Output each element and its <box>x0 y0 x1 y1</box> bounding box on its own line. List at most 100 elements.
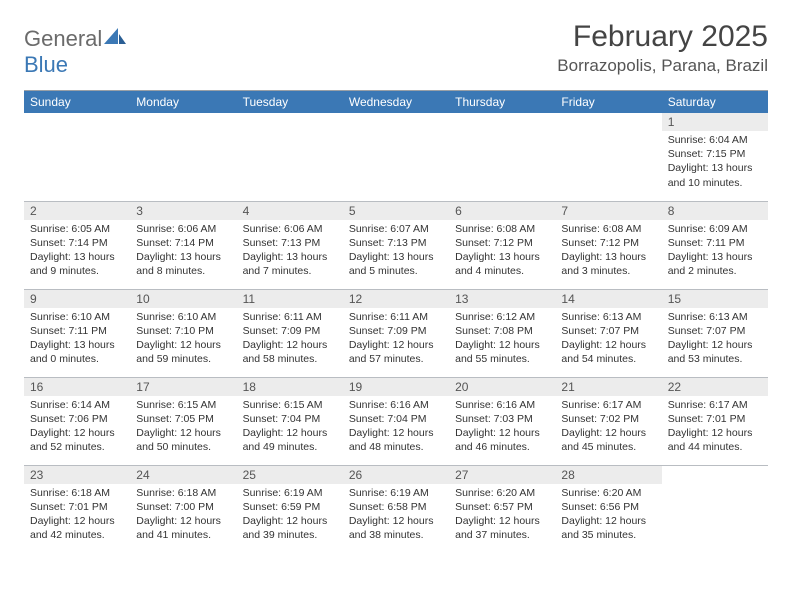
brand-text: GeneralBlue <box>24 26 126 78</box>
daylight-text-2: and 9 minutes. <box>30 264 124 278</box>
daylight-text-1: Daylight: 12 hours <box>243 426 337 440</box>
day-details: Sunrise: 6:06 AMSunset: 7:13 PMDaylight:… <box>237 220 343 283</box>
day-details: Sunrise: 6:14 AMSunset: 7:06 PMDaylight:… <box>24 396 130 459</box>
daylight-text-1: Daylight: 12 hours <box>243 338 337 352</box>
day-details: Sunrise: 6:18 AMSunset: 7:01 PMDaylight:… <box>24 484 130 547</box>
sunset-text: Sunset: 7:09 PM <box>243 324 337 338</box>
day-number: 21 <box>555 378 661 396</box>
day-details: Sunrise: 6:19 AMSunset: 6:59 PMDaylight:… <box>237 484 343 547</box>
sunrise-text: Sunrise: 6:18 AM <box>136 486 230 500</box>
daylight-text-2: and 39 minutes. <box>243 528 337 542</box>
day-number: 16 <box>24 378 130 396</box>
day-number: 27 <box>449 466 555 484</box>
day-details: Sunrise: 6:16 AMSunset: 7:04 PMDaylight:… <box>343 396 449 459</box>
daylight-text-1: Daylight: 12 hours <box>455 338 549 352</box>
calendar-week: 16Sunrise: 6:14 AMSunset: 7:06 PMDayligh… <box>24 377 768 465</box>
sunset-text: Sunset: 6:59 PM <box>243 500 337 514</box>
sunset-text: Sunset: 7:00 PM <box>136 500 230 514</box>
calendar-day: 11 Sunrise: 6:11 AMSunset: 7:09 PMDayligh… <box>237 289 343 377</box>
day-number: 17 <box>130 378 236 396</box>
day-details: Sunrise: 6:06 AMSunset: 7:14 PMDaylight:… <box>130 220 236 283</box>
calendar-week: 23Sunrise: 6:18 AMSunset: 7:01 PMDayligh… <box>24 465 768 553</box>
daylight-text-1: Daylight: 12 hours <box>243 514 337 528</box>
calendar-day: 7Sunrise: 6:08 AMSunset: 7:12 PMDaylight… <box>555 201 661 289</box>
sunrise-text: Sunrise: 6:04 AM <box>668 133 762 147</box>
daylight-text-1: Daylight: 12 hours <box>349 426 443 440</box>
daylight-text-1: Daylight: 12 hours <box>561 426 655 440</box>
calendar-day: 26Sunrise: 6:19 AMSunset: 6:58 PMDayligh… <box>343 465 449 553</box>
daylight-text-2: and 48 minutes. <box>349 440 443 454</box>
day-details: Sunrise: 6:18 AMSunset: 7:00 PMDaylight:… <box>130 484 236 547</box>
day-details: Sunrise: 6:13 AMSunset: 7:07 PMDaylight:… <box>555 308 661 371</box>
calendar-day: 10Sunrise: 6:10 AMSunset: 7:10 PMDayligh… <box>130 289 236 377</box>
daylight-text-2: and 58 minutes. <box>243 352 337 366</box>
daylight-text-1: Daylight: 13 hours <box>455 250 549 264</box>
day-header: Wednesday <box>343 91 449 113</box>
sunset-text: Sunset: 6:58 PM <box>349 500 443 514</box>
sunset-text: Sunset: 6:56 PM <box>561 500 655 514</box>
sunset-text: Sunset: 7:09 PM <box>349 324 443 338</box>
day-header: Sunday <box>24 91 130 113</box>
calendar-day: 12Sunrise: 6:11 AMSunset: 7:09 PMDayligh… <box>343 289 449 377</box>
sunset-text: Sunset: 7:05 PM <box>136 412 230 426</box>
calendar-day: 2Sunrise: 6:05 AMSunset: 7:14 PMDaylight… <box>24 201 130 289</box>
daylight-text-2: and 57 minutes. <box>349 352 443 366</box>
day-details: Sunrise: 6:16 AMSunset: 7:03 PMDaylight:… <box>449 396 555 459</box>
sunrise-text: Sunrise: 6:13 AM <box>668 310 762 324</box>
sunset-text: Sunset: 7:04 PM <box>349 412 443 426</box>
day-number: 3 <box>130 202 236 220</box>
sunrise-text: Sunrise: 6:13 AM <box>561 310 655 324</box>
title-block: February 2025 Borrazopolis, Parana, Braz… <box>557 20 768 76</box>
sunrise-text: Sunrise: 6:08 AM <box>455 222 549 236</box>
day-number: 11 <box>237 290 343 308</box>
day-details: Sunrise: 6:17 AMSunset: 7:02 PMDaylight:… <box>555 396 661 459</box>
calendar-day: 13Sunrise: 6:12 AMSunset: 7:08 PMDayligh… <box>449 289 555 377</box>
day-header: Tuesday <box>237 91 343 113</box>
day-details: Sunrise: 6:20 AMSunset: 6:57 PMDaylight:… <box>449 484 555 547</box>
daylight-text-2: and 5 minutes. <box>349 264 443 278</box>
daylight-text-1: Daylight: 13 hours <box>243 250 337 264</box>
daylight-text-2: and 52 minutes. <box>30 440 124 454</box>
sunrise-text: Sunrise: 6:15 AM <box>136 398 230 412</box>
daylight-text-1: Daylight: 12 hours <box>136 514 230 528</box>
daylight-text-1: Daylight: 12 hours <box>455 426 549 440</box>
day-header: Monday <box>130 91 236 113</box>
day-details: Sunrise: 6:20 AMSunset: 6:56 PMDaylight:… <box>555 484 661 547</box>
calendar-day: 22Sunrise: 6:17 AMSunset: 7:01 PMDayligh… <box>662 377 768 465</box>
sunset-text: Sunset: 7:02 PM <box>561 412 655 426</box>
sunset-text: Sunset: 7:03 PM <box>455 412 549 426</box>
day-number: 28 <box>555 466 661 484</box>
daylight-text-2: and 35 minutes. <box>561 528 655 542</box>
day-number: 10 <box>130 290 236 308</box>
sunset-text: Sunset: 7:11 PM <box>30 324 124 338</box>
day-number: 13 <box>449 290 555 308</box>
calendar-day: 23Sunrise: 6:18 AMSunset: 7:01 PMDayligh… <box>24 465 130 553</box>
calendar-empty <box>343 113 449 201</box>
calendar-day: 18Sunrise: 6:15 AMSunset: 7:04 PMDayligh… <box>237 377 343 465</box>
sunset-text: Sunset: 7:12 PM <box>561 236 655 250</box>
calendar-day: 16Sunrise: 6:14 AMSunset: 7:06 PMDayligh… <box>24 377 130 465</box>
location-text: Borrazopolis, Parana, Brazil <box>557 56 768 76</box>
sunset-text: Sunset: 7:01 PM <box>668 412 762 426</box>
daylight-text-2: and 50 minutes. <box>136 440 230 454</box>
daylight-text-2: and 49 minutes. <box>243 440 337 454</box>
calendar-empty <box>130 113 236 201</box>
daylight-text-1: Daylight: 12 hours <box>136 338 230 352</box>
day-number: 1 <box>662 113 768 131</box>
day-number: 4 <box>237 202 343 220</box>
sunset-text: Sunset: 7:15 PM <box>668 147 762 161</box>
daylight-text-1: Daylight: 12 hours <box>455 514 549 528</box>
sunrise-text: Sunrise: 6:11 AM <box>243 310 337 324</box>
daylight-text-1: Daylight: 13 hours <box>30 338 124 352</box>
sunrise-text: Sunrise: 6:20 AM <box>455 486 549 500</box>
sunset-text: Sunset: 7:07 PM <box>561 324 655 338</box>
daylight-text-2: and 59 minutes. <box>136 352 230 366</box>
calendar-day: 25Sunrise: 6:19 AMSunset: 6:59 PMDayligh… <box>237 465 343 553</box>
calendar-day: 14Sunrise: 6:13 AMSunset: 7:07 PMDayligh… <box>555 289 661 377</box>
day-number: 15 <box>662 290 768 308</box>
calendar-day: 15Sunrise: 6:13 AMSunset: 7:07 PMDayligh… <box>662 289 768 377</box>
sunset-text: Sunset: 7:07 PM <box>668 324 762 338</box>
day-number: 26 <box>343 466 449 484</box>
daylight-text-1: Daylight: 12 hours <box>136 426 230 440</box>
sunrise-text: Sunrise: 6:09 AM <box>668 222 762 236</box>
